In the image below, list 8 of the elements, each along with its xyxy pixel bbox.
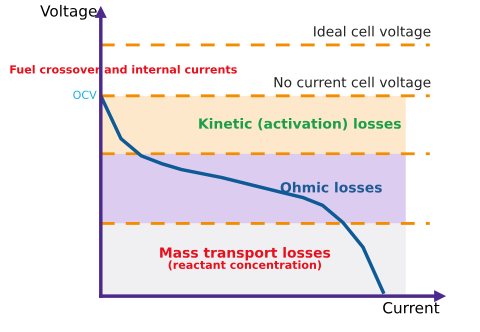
band-label: Kinetic (activation) losses (199, 118, 401, 130)
x-axis-title: Current (383, 302, 440, 314)
ref-line-label: No current cell voltage (274, 76, 430, 90)
band-label: Ohmic losses (280, 182, 382, 193)
text: Voltage (40, 4, 97, 20)
text: OCV (73, 90, 97, 100)
ref-line-label: Ideal cell voltage (314, 26, 430, 40)
band-label: Mass transport losses (reactant concentration) (160, 247, 330, 270)
